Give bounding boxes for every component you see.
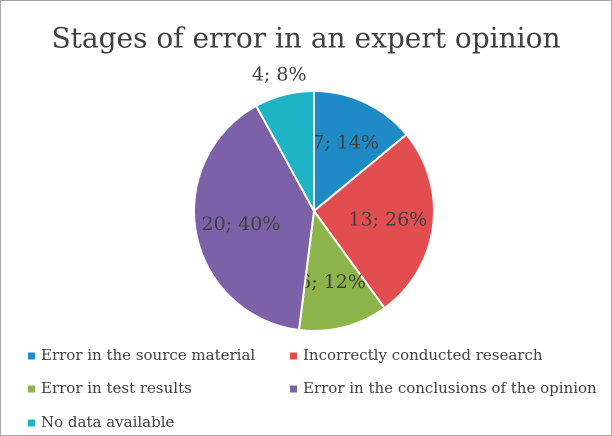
legend-swatch	[290, 352, 297, 360]
legend-label: Error in the source material	[41, 346, 255, 364]
legend-swatch	[28, 419, 35, 427]
chart-title: Stages of error in an expert opinion	[51, 22, 560, 55]
data-label: 4; 8%	[252, 63, 307, 85]
legend-swatch	[28, 385, 35, 393]
legend-swatch	[28, 352, 35, 360]
pie-slice	[193, 104, 316, 332]
data-label: 20; 40%	[201, 213, 280, 235]
legend-label: Incorrectly conducted research	[303, 346, 543, 364]
data-label: 13; 26%	[348, 208, 427, 230]
pie-slice	[313, 89, 408, 214]
data-label: 6; 12%	[299, 271, 366, 293]
pie-slice	[297, 208, 386, 332]
data-label: 7; 14%	[312, 132, 379, 154]
legend-label: No data available	[41, 413, 175, 431]
legend-swatch	[290, 385, 297, 393]
legend-label: Error in the conclusions of the opinion	[303, 379, 597, 397]
legend-label: Error in test results	[41, 379, 192, 397]
pie-slice	[312, 133, 435, 310]
pie-slice	[254, 89, 315, 212]
